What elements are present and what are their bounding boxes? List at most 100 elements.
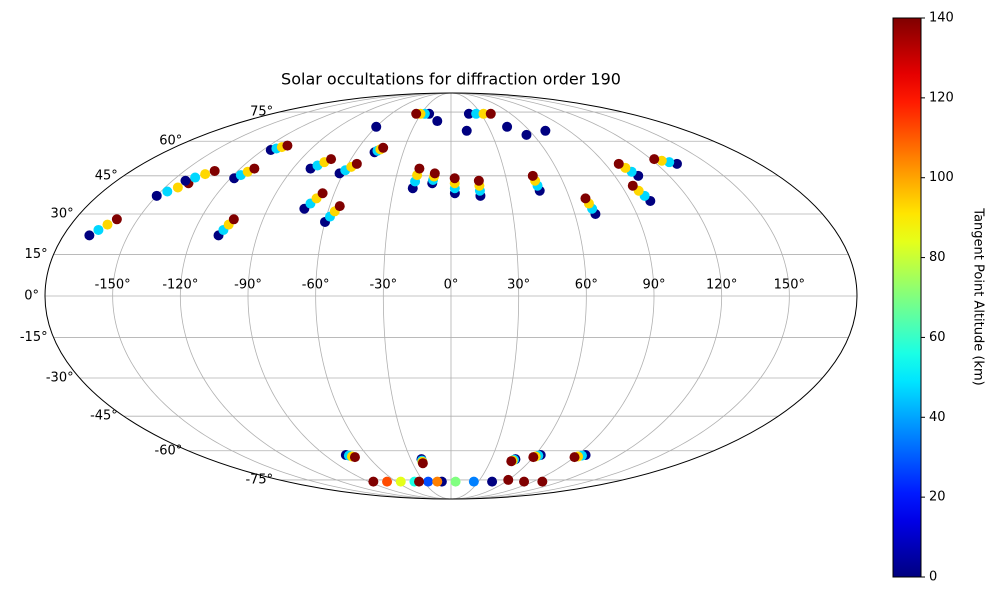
colorbar — [892, 17, 922, 578]
data-point — [468, 476, 479, 487]
y-tick-label: -15° — [20, 330, 48, 345]
colorbar-tick-label: 60 — [929, 330, 946, 345]
x-tick-label: 0° — [444, 278, 459, 293]
grid-line — [450, 92, 520, 500]
data-point — [190, 172, 201, 183]
x-tick-label: 150° — [774, 278, 805, 293]
data-point — [540, 125, 551, 136]
data-point — [429, 168, 440, 179]
data-point — [417, 458, 428, 469]
colorbar-label: Tangent Point Altitude (km) — [971, 207, 986, 385]
data-point — [519, 476, 530, 487]
data-point — [569, 452, 580, 463]
y-tick-label: 75° — [250, 105, 273, 120]
data-point — [349, 452, 360, 463]
data-point — [461, 125, 472, 136]
x-tick-label: 60° — [575, 278, 598, 293]
y-tick-label: -75° — [245, 472, 273, 487]
colorbar-tick-label: 20 — [929, 490, 946, 505]
data-point — [473, 175, 484, 186]
data-point — [326, 154, 337, 165]
colorbar-tick-label: 120 — [929, 90, 954, 105]
data-point — [432, 476, 443, 487]
data-point — [414, 163, 425, 174]
y-tick-label: 45° — [95, 168, 118, 183]
data-point — [423, 476, 434, 487]
data-point — [249, 163, 260, 174]
y-tick-label: -45° — [90, 409, 118, 424]
y-tick-label: -30° — [46, 371, 74, 386]
data-point — [506, 456, 517, 467]
data-point — [209, 165, 220, 176]
data-point — [317, 188, 328, 199]
x-tick-label: -120° — [162, 278, 198, 293]
map-boundary — [44, 92, 858, 500]
y-tick-label: 15° — [25, 247, 48, 262]
data-point — [502, 121, 513, 132]
data-point — [664, 157, 675, 168]
y-tick-label: -60° — [155, 443, 183, 458]
data-point — [528, 452, 539, 463]
data-point — [671, 158, 682, 169]
data-point — [200, 169, 211, 180]
x-tick-label: -90° — [234, 278, 262, 293]
data-point — [627, 180, 638, 191]
data-point — [371, 121, 382, 132]
data-point — [334, 201, 345, 212]
data-point — [537, 476, 548, 487]
grid-line — [247, 92, 452, 500]
x-tick-label: -60° — [302, 278, 330, 293]
data-point — [527, 170, 538, 181]
data-point — [368, 476, 379, 487]
colorbar-tick-label: 0 — [929, 570, 937, 585]
data-point — [228, 214, 239, 225]
data-point — [449, 173, 460, 184]
grid-line — [112, 92, 452, 500]
data-point — [485, 108, 496, 119]
x-tick-label: 120° — [706, 278, 737, 293]
x-tick-label: -150° — [95, 278, 131, 293]
data-point — [414, 476, 425, 487]
grid-line — [450, 92, 790, 500]
data-point — [172, 182, 183, 193]
colorbar-tick-label: 40 — [929, 410, 946, 425]
x-tick-label: -30° — [369, 278, 397, 293]
data-point — [580, 193, 591, 204]
data-point — [450, 476, 461, 487]
y-tick-label: 0° — [24, 289, 39, 304]
data-point — [84, 230, 95, 241]
x-tick-label: 90° — [642, 278, 665, 293]
y-tick-label: 60° — [159, 134, 182, 149]
grid-line — [315, 92, 452, 500]
y-tick-label: 30° — [51, 206, 74, 221]
data-point — [351, 158, 362, 169]
data-point — [151, 190, 162, 201]
data-point — [463, 108, 474, 119]
x-tick-label: 30° — [507, 278, 530, 293]
grid-line — [382, 92, 452, 500]
data-point — [478, 108, 489, 119]
data-point — [487, 476, 498, 487]
data-point — [503, 474, 514, 485]
data-point — [613, 158, 624, 169]
data-point — [162, 186, 173, 197]
data-point — [656, 155, 667, 166]
data-point — [649, 154, 660, 165]
data-point — [180, 175, 191, 186]
grid-line — [450, 92, 723, 500]
data-point — [382, 476, 393, 487]
data-point — [102, 219, 113, 230]
data-point — [521, 129, 532, 140]
chart-title: Solar occultations for diffraction order… — [281, 70, 621, 89]
data-point — [378, 142, 389, 153]
grid-line — [179, 92, 452, 500]
colorbar-tick-label: 100 — [929, 170, 954, 185]
data-point — [411, 108, 422, 119]
colorbar-tick-label: 140 — [929, 11, 954, 26]
colorbar-tick-label: 80 — [929, 250, 946, 265]
data-point — [93, 224, 104, 235]
data-point — [395, 476, 406, 487]
data-point — [111, 214, 122, 225]
data-point — [432, 116, 443, 127]
